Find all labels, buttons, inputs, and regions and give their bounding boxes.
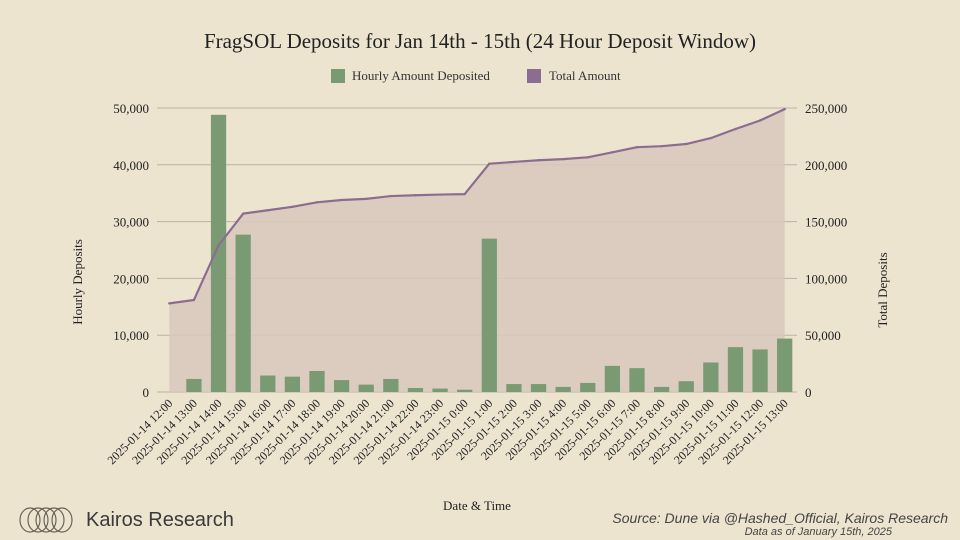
line-point — [414, 194, 417, 197]
total-area — [169, 109, 785, 393]
y-tick-right: 150,000 — [805, 215, 847, 230]
bar — [727, 347, 744, 392]
total-line — [168, 107, 786, 305]
line-point — [315, 201, 319, 204]
bar — [309, 370, 325, 392]
y-tick-left: 50,000 — [113, 101, 149, 116]
y-axis-right: 0 50,000 100,000 150,000 200,000 250,000 — [805, 101, 847, 400]
as-of-note: Data as of January 15th, 2025 — [744, 526, 892, 538]
line-point — [438, 193, 442, 196]
line-point — [611, 151, 614, 154]
line-point — [561, 157, 565, 161]
line-point — [389, 194, 393, 198]
y-tick-right: 50,000 — [805, 328, 841, 343]
y-tick-left: 0 — [143, 385, 150, 400]
y-tick-right: 250,000 — [805, 101, 847, 116]
source-note: Source: Dune via @Hashed_Official, Kairo… — [612, 510, 948, 526]
legend-label-total: Total Amount — [549, 68, 621, 83]
bar — [186, 378, 202, 392]
bar — [580, 382, 596, 392]
line-point — [241, 212, 245, 215]
line-point — [685, 142, 688, 146]
bar — [432, 388, 448, 392]
bar — [752, 349, 768, 392]
line-point — [365, 197, 368, 201]
y-tick-right: 100,000 — [805, 271, 847, 286]
bar — [481, 238, 497, 392]
bar — [333, 380, 350, 392]
line-point — [217, 244, 220, 247]
bar — [703, 362, 719, 392]
y-tick-left: 20,000 — [113, 271, 149, 286]
y-axis-left-label: Hourly Deposits — [70, 239, 85, 325]
legend: Hourly Amount Deposited Total Amount — [331, 68, 621, 83]
line-point — [488, 162, 491, 165]
kairos-logo-icon — [19, 507, 73, 533]
y-tick-left: 10,000 — [113, 328, 149, 343]
line-point — [660, 144, 663, 148]
brand-name: Kairos Research — [86, 508, 234, 531]
bar — [678, 381, 694, 392]
y-axis-left: 0 10,000 20,000 30,000 40,000 50,000 — [113, 101, 149, 400]
bar — [555, 386, 571, 392]
y-tick-left: 40,000 — [113, 158, 149, 173]
line-point — [291, 205, 294, 209]
bar — [530, 384, 547, 392]
line-point — [463, 192, 466, 196]
y-axis-right-label: Total Deposits — [875, 252, 890, 327]
bar — [284, 376, 301, 392]
bar — [457, 389, 473, 392]
line-point — [734, 127, 737, 131]
bar — [777, 338, 793, 392]
line-point — [340, 198, 343, 202]
line-point — [783, 107, 786, 111]
bar — [407, 388, 424, 392]
line-point — [192, 298, 196, 302]
line-point — [537, 159, 540, 162]
total-area-fill — [169, 109, 785, 393]
y-tick-left: 30,000 — [113, 215, 149, 230]
bar — [506, 384, 522, 392]
bars — [186, 114, 793, 392]
brand: Kairos Research — [18, 506, 234, 534]
y-tick-right: 0 — [805, 385, 812, 400]
legend-swatch-hourly — [331, 69, 345, 83]
line-point — [758, 119, 762, 122]
line-point — [586, 156, 589, 159]
legend-swatch-total — [527, 69, 541, 83]
total-line-path — [169, 108, 786, 305]
bar — [653, 386, 670, 392]
bar — [260, 375, 276, 392]
chart-title: FragSOL Deposits for Jan 14th - 15th (24… — [204, 29, 756, 53]
line-point — [266, 209, 269, 212]
y-tick-right: 200,000 — [805, 158, 847, 173]
line-point — [512, 160, 516, 164]
bar — [383, 378, 399, 392]
line-point — [635, 145, 639, 149]
x-axis-label: Date & Time — [443, 498, 511, 513]
bar — [235, 234, 251, 392]
bar — [604, 365, 621, 392]
line-point — [168, 302, 171, 305]
bar — [629, 368, 645, 392]
legend-label-hourly: Hourly Amount Deposited — [352, 68, 490, 83]
bar — [358, 384, 374, 392]
line-point — [709, 136, 713, 140]
bar — [210, 114, 227, 392]
